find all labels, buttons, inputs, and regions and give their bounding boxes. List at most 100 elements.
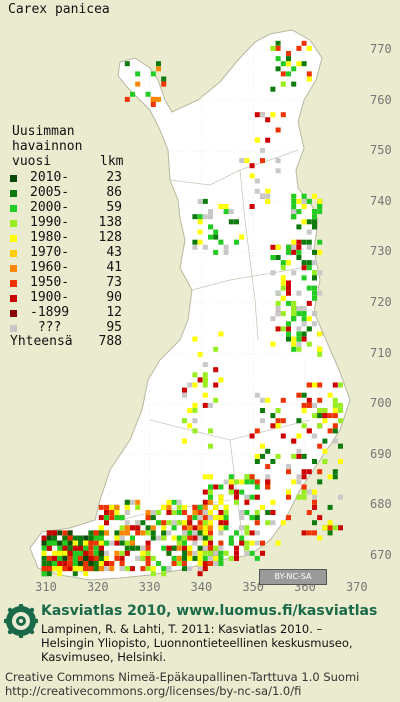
observation-square — [286, 71, 291, 77]
observation-square — [249, 204, 255, 209]
observation-square — [145, 525, 151, 531]
observation-square — [213, 561, 219, 566]
observation-square — [176, 535, 182, 541]
observation-square — [156, 61, 161, 67]
observation-square — [280, 61, 286, 67]
observation-square — [202, 489, 208, 495]
observation-square — [275, 290, 281, 296]
observation-square — [286, 51, 291, 56]
observation-square — [197, 351, 203, 357]
citation-line-1: Lampinen, R. & Lahti, T. 2011: Kasviatla… — [41, 622, 323, 636]
observation-square — [150, 525, 156, 531]
observation-square — [202, 244, 208, 250]
observation-square — [145, 530, 151, 536]
observation-square — [78, 550, 83, 556]
observation-square — [88, 555, 94, 561]
observation-square — [150, 515, 156, 521]
observation-square — [312, 382, 317, 388]
legend-label: 1970- — [30, 245, 70, 260]
observation-square — [317, 239, 323, 245]
observation-square — [213, 229, 219, 235]
observation-square — [296, 255, 302, 260]
observation-square — [130, 545, 135, 551]
legend-label: ??? — [30, 320, 62, 335]
footer-title: Kasviatlas 2010, www.luomus.fi/kasviatla… — [41, 603, 378, 619]
observation-square — [208, 525, 213, 531]
observation-square — [62, 530, 68, 536]
observation-square — [254, 188, 260, 194]
observation-square — [254, 530, 260, 536]
observation-square — [332, 438, 338, 444]
observation-square — [286, 249, 291, 255]
observation-square — [239, 479, 245, 485]
legend-col-year: vuosi — [12, 154, 52, 169]
observation-square — [197, 229, 203, 235]
observation-square — [197, 571, 203, 577]
observation-square — [280, 71, 286, 77]
observation-square — [260, 112, 265, 118]
observation-square — [98, 555, 104, 561]
observation-square — [301, 198, 307, 204]
observation-square — [124, 504, 130, 510]
observation-square — [286, 300, 291, 306]
observation-square — [234, 530, 239, 536]
observation-square — [265, 520, 271, 526]
observation-square — [291, 438, 297, 444]
observation-square — [265, 188, 271, 194]
observation-square — [244, 494, 250, 500]
legend-row: 2010- 23 — [10, 170, 160, 186]
observation-square — [208, 515, 213, 521]
observation-square — [171, 555, 177, 561]
observation-square — [306, 198, 312, 204]
observation-square — [260, 453, 265, 459]
observation-square — [124, 61, 130, 67]
observation-square — [208, 209, 213, 215]
observation-square — [223, 209, 229, 215]
observation-square — [306, 428, 312, 434]
observation-square — [161, 520, 167, 526]
observation-square — [317, 270, 323, 276]
observation-square — [260, 443, 265, 449]
observation-square — [182, 520, 187, 526]
observation-square — [78, 540, 83, 546]
observation-square — [286, 260, 291, 266]
observation-square — [171, 561, 177, 566]
observation-square — [213, 484, 219, 490]
observation-square — [270, 459, 276, 464]
legend-title-line-2: havainnon — [12, 139, 83, 154]
observation-square — [124, 530, 130, 536]
observation-square — [145, 561, 151, 566]
observation-square — [312, 214, 317, 220]
observation-square — [208, 499, 213, 505]
legend-count: 128 — [98, 230, 122, 245]
observation-square — [182, 525, 187, 531]
observation-square — [317, 408, 323, 413]
observation-square — [218, 540, 224, 546]
observation-square — [46, 545, 52, 551]
observation-square — [109, 504, 115, 510]
legend-count: 41 — [106, 260, 122, 275]
observation-square — [254, 479, 260, 485]
observation-square — [213, 367, 219, 373]
observation-square — [46, 566, 52, 572]
observation-square — [135, 530, 141, 536]
observation-square — [301, 311, 307, 317]
observation-square — [223, 479, 229, 485]
observation-square — [265, 474, 271, 480]
observation-square — [150, 555, 156, 561]
observation-square — [72, 571, 78, 577]
legend-swatch — [10, 280, 17, 287]
observation-square — [244, 525, 250, 531]
observation-square — [104, 550, 109, 556]
observation-square — [156, 520, 161, 526]
observation-square — [275, 408, 281, 413]
observation-square — [83, 535, 89, 541]
observation-square — [239, 489, 245, 495]
observation-square — [286, 515, 291, 521]
observation-square — [150, 71, 156, 77]
observation-square — [280, 260, 286, 266]
observation-square — [301, 489, 307, 495]
observation-square — [208, 214, 213, 220]
observation-square — [145, 550, 151, 556]
observation-square — [301, 453, 307, 459]
